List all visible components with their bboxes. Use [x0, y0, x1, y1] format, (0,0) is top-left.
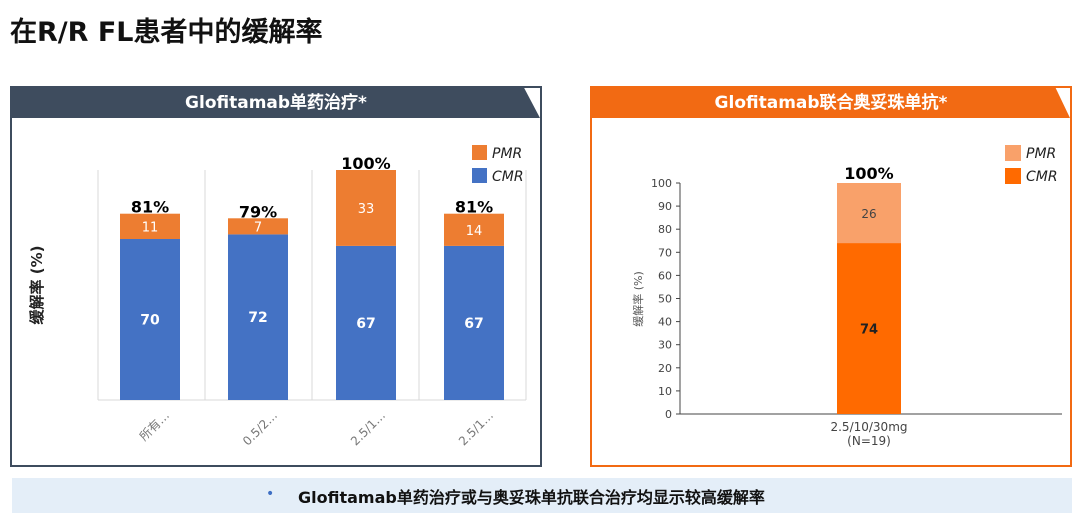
legend-cmr-swatch [472, 168, 487, 183]
cmr-bar [228, 234, 288, 400]
cmr-value-label: 72 [248, 310, 267, 326]
legend-cmr-label: CMR [492, 169, 524, 185]
monotherapy-panel-header: Glofitamab单药治疗* [12, 88, 540, 118]
total-label: 81% [455, 198, 493, 217]
category-label: 0.5/2… [240, 408, 280, 448]
combination-panel-header: Glofitamab联合奥妥珠单抗* [592, 88, 1070, 118]
y-tick-label: 50 [658, 293, 672, 306]
cmr-bar [444, 245, 504, 400]
y-tick-label: 100 [651, 177, 672, 190]
pmr-bar [837, 183, 901, 244]
total-label: 100% [844, 164, 893, 183]
pmr-bar [336, 170, 396, 246]
pmr-bar [444, 213, 504, 246]
legend-cmr-label: CMR [1026, 169, 1058, 185]
category-label: 所有… [137, 408, 172, 443]
y-tick-label: 70 [658, 246, 672, 259]
pmr-bar [228, 218, 288, 235]
y-tick-label: 40 [658, 316, 672, 329]
legend-pmr-swatch [472, 145, 487, 160]
cmr-value-label: 67 [464, 316, 483, 332]
total-label: 81% [131, 198, 169, 217]
legend-pmr-label: PMR [1026, 146, 1056, 162]
bullet-icon: • [266, 486, 275, 502]
legend-pmr-swatch [1005, 145, 1021, 161]
category-label: 2.5/1… [456, 408, 496, 448]
cmr-value-label: 67 [356, 316, 375, 332]
page-title: 在R/R FL患者中的缓解率 [10, 17, 323, 48]
category-sublabel: (N=19) [847, 434, 891, 448]
summary-text: Glofitamab单药治疗或与奥妥珠单抗联合治疗均显示较高缓解率 [298, 488, 765, 507]
summary-bar: • Glofitamab单药治疗或与奥妥珠单抗联合治疗均显示较高缓解率 [12, 478, 1072, 513]
monotherapy-panel: Glofitamab单药治疗* 70 11 81% 所有… 72 7 79% 0.5/2… 67… [10, 86, 542, 467]
y-tick-label: 20 [658, 362, 672, 375]
y-tick-label: 90 [658, 200, 672, 213]
y-tick-label: 60 [658, 269, 672, 282]
y-tick-label: 10 [658, 385, 672, 398]
monotherapy-chart: 70 11 81% 所有… 72 779% 0.5/2… 67 33 100% 2.5/1… 67 14… [28, 145, 527, 448]
total-label: 79% [239, 202, 277, 221]
y-tick-label: 30 [658, 339, 672, 352]
pmr-value-label: 7 [254, 220, 262, 235]
cmr-bar [336, 245, 396, 400]
category-label: 2.5/10/30mg [830, 420, 907, 434]
y-tick-label: 0 [665, 408, 672, 421]
pmr-value-label: 14 [466, 224, 483, 239]
legend-cmr-swatch [1005, 168, 1021, 184]
y-axis-label: 缓解率 (%) [28, 246, 46, 325]
pmr-value-label: 33 [358, 202, 375, 217]
category-label: 2.5/1… [348, 408, 388, 448]
y-axis-label: 缓解率 (%) [631, 271, 645, 327]
total-label: 100% [341, 154, 390, 173]
cmr-bar [120, 239, 180, 400]
cmr-bar [837, 243, 901, 414]
pmr-bar [120, 213, 180, 239]
pmr-value-label: 26 [861, 207, 876, 221]
legend-pmr-label: PMR [492, 146, 522, 162]
combination-chart: 0 10 20 30 40 50 60 70 80 90 100 74 26 100% 2.5/10/30m… [631, 145, 1062, 448]
combination-panel: Glofitamab联合奥妥珠单抗* 0 10 20 30 40 50 60 70 80 90 10… [590, 86, 1072, 467]
y-tick-label: 80 [658, 223, 672, 236]
cmr-value-label: 74 [860, 323, 878, 338]
cmr-value-label: 70 [140, 313, 160, 329]
pmr-value-label: 11 [142, 220, 159, 235]
